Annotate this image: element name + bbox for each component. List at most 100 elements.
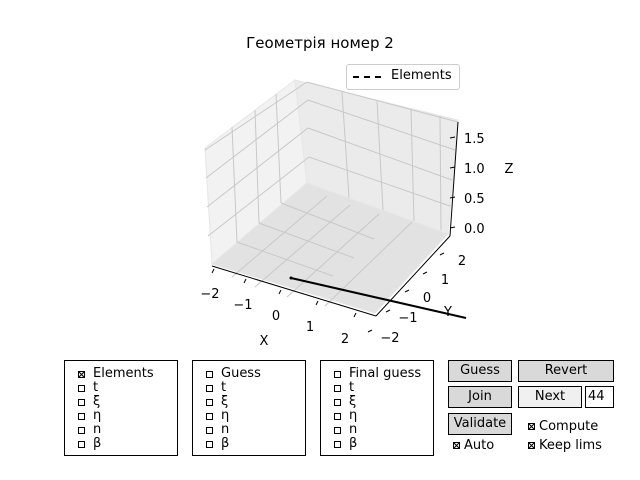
join-button[interactable]: Join [448, 386, 512, 408]
legend-line-sample [353, 76, 381, 78]
y-tick [367, 329, 373, 333]
y-tick-label: 2 [458, 254, 466, 269]
grid-line [439, 115, 442, 231]
guess-checkbox-panel: Guess t ξ η n β [192, 360, 306, 456]
checkbox-icon [206, 426, 213, 434]
y-axis-line [375, 235, 451, 317]
checkbox-xi[interactable]: ξ [65, 395, 100, 409]
z-tick [449, 166, 456, 169]
y-tick [422, 271, 428, 275]
checkbox-beta[interactable]: β [193, 437, 229, 451]
y-tick-label: −1 [398, 311, 417, 326]
checkbox-icon [78, 412, 85, 420]
y-tick [439, 252, 445, 256]
elements-series-point [289, 276, 293, 280]
compute-checkbox[interactable]: Compute [528, 419, 598, 434]
y-tick [404, 289, 410, 293]
grid-line [207, 156, 451, 237]
z-tick-label: 1.5 [464, 132, 485, 147]
chart-title: Геометрія номер 2 [246, 34, 394, 52]
x-tick [278, 289, 282, 295]
auto-checkbox[interactable]: Auto [453, 438, 494, 453]
checkbox-xi[interactable]: ξ [321, 395, 356, 409]
checkbox-eta[interactable]: η [321, 409, 357, 423]
z-tick [449, 226, 456, 229]
z-tick-label: 0.5 [464, 192, 485, 207]
checkbox-icon [334, 426, 341, 434]
y-tick-label: −2 [380, 331, 399, 346]
x-tick [211, 268, 215, 274]
next-button[interactable]: Next [518, 386, 582, 408]
z-axis-line [449, 121, 459, 237]
checkbox-icon [78, 398, 85, 406]
checkbox-n[interactable]: n [321, 423, 357, 437]
grid-line [206, 127, 453, 208]
checkbox-beta[interactable]: β [65, 437, 101, 451]
checkbox-guess[interactable]: Guess [193, 367, 261, 381]
checkbox-icon [206, 398, 213, 406]
elements-checkbox-panel: Elements t ξ η n β [64, 360, 178, 456]
grid-line [376, 100, 384, 211]
checkbox-icon [206, 384, 213, 392]
z-tick [449, 136, 456, 139]
checkbox-xi[interactable]: ξ [193, 395, 228, 409]
grid-line [275, 93, 282, 204]
checkbox-icon [206, 412, 213, 420]
guess-button[interactable]: Guess [448, 360, 512, 382]
checkbox-icon [78, 440, 85, 448]
validate-button[interactable]: Validate [448, 413, 512, 435]
x-tick [315, 300, 319, 306]
checkbox-checked-icon [78, 370, 85, 378]
grid-line [254, 204, 351, 288]
grid-line [258, 222, 355, 259]
checkbox-icon [334, 398, 341, 406]
x-tick [243, 278, 247, 284]
y-tick-label: 0 [423, 291, 431, 306]
checkbox-n[interactable]: n [65, 423, 101, 437]
floor-pane [210, 182, 449, 314]
z-tick-label: 1.0 [464, 162, 485, 177]
checkbox-final-guess[interactable]: Final guess [321, 367, 421, 381]
y-tick-label: 1 [441, 273, 449, 288]
grid-line [254, 109, 260, 224]
grid-line [410, 108, 415, 222]
revert-button[interactable]: Revert [518, 360, 614, 382]
checkbox-icon [78, 426, 85, 434]
x-axis-line [211, 265, 377, 317]
grid-line [286, 213, 380, 298]
checkbox-icon [206, 440, 213, 448]
keep-lims-checkbox[interactable]: Keep lims [528, 438, 602, 453]
checkbox-eta[interactable]: η [193, 409, 229, 423]
x-tick-label: 0 [272, 309, 280, 324]
grid-line [204, 81, 459, 151]
z-tick-label: 0.0 [464, 222, 485, 237]
grid-line [205, 99, 456, 179]
grid-line [341, 91, 350, 199]
grid-line [231, 126, 238, 243]
chart-legend: Elements [346, 64, 460, 90]
checkbox-icon [78, 384, 85, 392]
checkbox-t[interactable]: t [65, 381, 98, 395]
x-tick [353, 312, 357, 318]
checkbox-t[interactable]: t [321, 381, 354, 395]
x-tick-label: −1 [233, 298, 252, 313]
next-value-input[interactable]: 44 [585, 386, 614, 408]
checkbox-n[interactable]: n [193, 423, 229, 437]
checkbox-icon [334, 384, 341, 392]
y-axis-label: Y [443, 305, 452, 320]
checkbox-t[interactable]: t [193, 381, 226, 395]
checkbox-elements[interactable]: Elements [65, 367, 154, 381]
legend-label: Elements [391, 68, 452, 83]
checkbox-beta[interactable]: β [321, 437, 357, 451]
x-tick-label: −2 [200, 287, 219, 302]
checkbox-eta[interactable]: η [65, 409, 101, 423]
grid-line [324, 221, 413, 307]
checkbox-checked-icon [528, 442, 535, 449]
x-axis-label: X [260, 334, 269, 349]
checkbox-checked-icon [453, 442, 460, 449]
x-tick-label: 1 [306, 320, 314, 335]
y-tick [385, 309, 391, 313]
checkbox-icon [334, 440, 341, 448]
elements-series-line [290, 277, 467, 319]
